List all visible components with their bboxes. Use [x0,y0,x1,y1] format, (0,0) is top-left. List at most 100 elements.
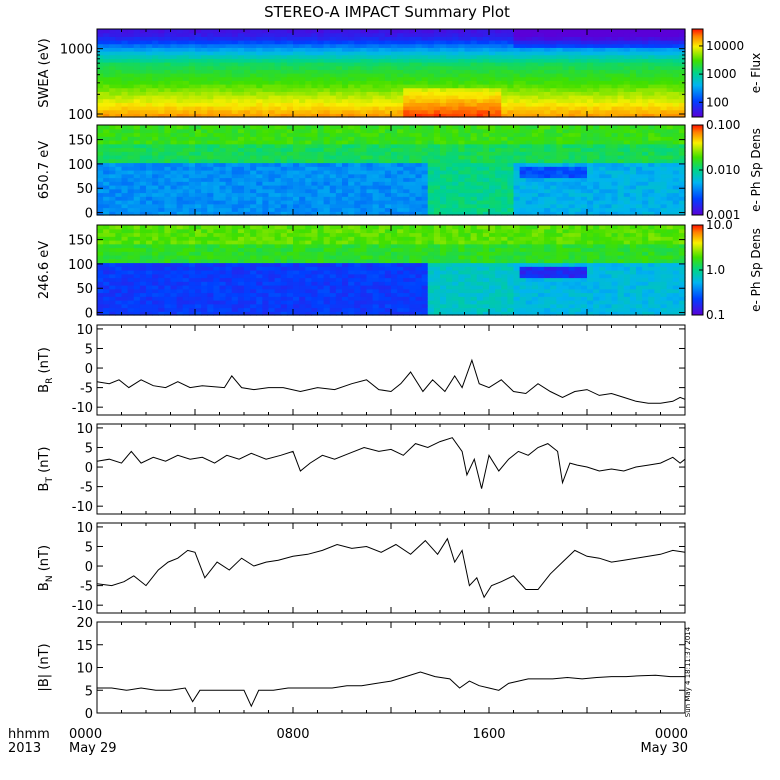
heatmap-cell [513,102,521,107]
heatmap-cell [378,106,386,111]
heatmap-cell [611,40,619,45]
heatmap-cell [225,106,233,111]
heatmap-cell [654,95,662,100]
heatmap-cell [458,181,466,186]
heatmap-cell [366,76,374,81]
heatmap-cell [672,106,680,111]
heatmap-cell [666,47,674,52]
heatmap-cell [256,181,263,186]
heatmap-cell [544,188,551,194]
heatmap-cell [158,162,165,167]
heatmap-cell [642,76,649,81]
heatmap-cell [384,211,392,216]
heatmap-cell [115,281,123,286]
heatmap-cell [678,192,686,197]
heatmap-cell [188,211,196,216]
heatmap-cell [629,47,637,52]
heatmap-cell [593,192,600,197]
heatmap-cell [617,106,625,111]
heatmap-cell [115,143,123,149]
heatmap-cell [176,211,184,216]
heatmap-cell [360,173,368,179]
heatmap-cell [348,151,355,156]
heatmap-cell [207,58,214,63]
heatmap-cell [317,29,325,34]
heatmap-cell [605,196,613,201]
heatmap-cell [274,125,282,130]
heatmap-cell [213,91,221,96]
heatmap-cell [335,128,343,134]
heatmap-cell [311,40,319,45]
heatmap-cell [244,109,251,114]
heatmap-cell [525,173,533,179]
heatmap-cell [182,207,190,212]
heatmap-cell [440,91,447,96]
heatmap-cell [531,69,539,74]
heatmap-cell [237,207,245,212]
heatmap-cell [574,73,582,78]
heatmap-cell [587,51,594,56]
heatmap-cell [195,155,202,160]
heatmap-cell [415,47,423,52]
heatmap-cell [415,147,423,152]
heatmap-cell [403,43,410,48]
heatmap-cell [501,95,508,100]
heatmap-cell [489,91,496,96]
heatmap-cell [513,65,521,70]
heatmap-cell [587,62,594,67]
heatmap-cell [103,140,110,145]
heatmap-cell [244,58,251,63]
heatmap-cell [97,65,104,70]
heatmap-cell [433,32,441,37]
heatmap-cell [378,166,386,171]
heatmap-cell [360,51,368,56]
heatmap-cell [580,128,588,134]
heatmap-cell [305,196,312,201]
heatmap-cell [593,136,600,141]
heatmap-cell [103,36,110,41]
heatmap-cell [335,51,343,56]
heatmap-cell [335,113,343,118]
heatmap-cell [580,73,588,78]
heatmap-cell [139,125,147,130]
heatmap-cell [286,192,294,197]
heatmap-cell [182,140,190,145]
heatmap-cell [262,51,270,56]
heatmap-cell [384,166,392,171]
heatmap-cell [611,65,619,70]
heatmap-cell [231,106,239,111]
heatmap-cell [121,65,129,70]
heatmap-cell [152,140,159,145]
heatmap-cell [170,84,178,89]
heatmap-cell [538,87,545,92]
heatmap-cell [207,106,214,111]
heatmap-cell [366,181,374,186]
heatmap-cell [599,155,606,160]
heatmap-cell [219,211,227,216]
heatmap-cell [409,155,417,160]
heatmap-cell [103,247,110,252]
heatmap-cell [176,95,184,100]
heatmap-cell [152,29,159,34]
heatmap-cell [605,40,613,45]
heatmap-cell [176,80,184,85]
heatmap-cell [446,36,453,41]
heatmap-cell [403,151,410,156]
heatmap-cell [660,173,668,179]
heatmap-cell [317,51,325,56]
heatmap-cell [531,95,539,100]
heatmap-cell [262,32,270,37]
heatmap-cell [109,207,116,212]
heatmap-cell [599,43,606,48]
heatmap-cell [133,91,141,96]
heatmap-cell [489,58,496,63]
heatmap-cell [225,80,233,85]
heatmap-cell [280,32,288,37]
heatmap-cell [164,65,172,70]
heatmap-cell [384,98,392,103]
heatmap-cell [329,95,337,100]
heatmap-cell [617,173,625,179]
heatmap-cell [354,170,361,175]
heatmap-cell [299,69,306,74]
heatmap-cell [127,73,135,78]
